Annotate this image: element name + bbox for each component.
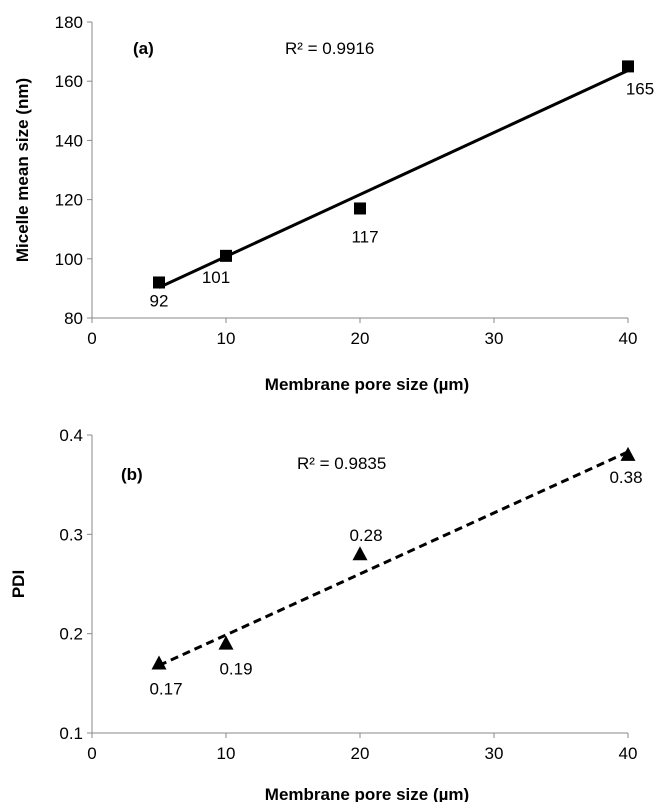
data-point-marker (218, 635, 234, 650)
data-point-marker (620, 446, 636, 461)
data-label: 165 (626, 79, 654, 98)
trendline (158, 69, 629, 289)
y-tick-label: 100 (55, 250, 83, 269)
y-tick-label: 140 (55, 131, 83, 150)
x-tick-label: 20 (351, 329, 370, 348)
x-tick-label: 40 (619, 744, 638, 763)
y-axis-title: PDI (9, 570, 28, 598)
y-tick-label: 0.2 (59, 625, 83, 644)
data-point-marker (622, 60, 634, 73)
data-point-marker (352, 546, 368, 561)
data-label: 0.28 (349, 526, 382, 545)
chart-a: 80 100 120 140 160 180 0 10 20 30 40 Membrane pore … (13, 13, 654, 394)
x-tick-label: 40 (619, 329, 638, 348)
panel-label: (b) (121, 465, 143, 484)
y-tick-label: 180 (55, 13, 83, 32)
r-squared-annotation: R² = 0.9916 (285, 39, 374, 58)
x-tick-label: 0 (87, 744, 96, 763)
data-point-marker (354, 202, 366, 215)
x-tick-label: 30 (485, 744, 504, 763)
x-axis-title: Membrane pore size (µm) (265, 375, 469, 394)
data-label: 117 (351, 227, 378, 246)
y-tick-label: 80 (64, 309, 83, 328)
panel-label: (a) (133, 39, 154, 58)
trendline (158, 450, 629, 667)
chart-b: 0.1 0.2 0.3 0.4 0 10 20 30 40 Membrane pore size … (9, 426, 643, 802)
data-label: 0.38 (609, 468, 642, 487)
data-label: 0.19 (219, 660, 252, 679)
data-point-marker (153, 276, 165, 289)
r-squared-annotation: R² = 0.9835 (297, 454, 386, 473)
x-tick-label: 20 (351, 744, 370, 763)
y-tick-label: 160 (55, 72, 83, 91)
y-axis-title: Micelle mean size (nm) (13, 78, 32, 262)
data-label: 92 (150, 291, 169, 310)
y-tick-label: 120 (55, 191, 83, 210)
y-tick-label: 0.1 (59, 724, 83, 743)
data-label: 101 (202, 268, 230, 287)
x-tick-label: 10 (217, 329, 236, 348)
x-axis-title: Membrane pore size (µm) (265, 785, 469, 802)
data-label: 0.17 (149, 679, 182, 698)
y-tick-label: 0.4 (59, 426, 83, 445)
data-point-marker (220, 249, 232, 262)
data-point-marker (151, 655, 167, 670)
x-tick-label: 0 (87, 329, 96, 348)
x-tick-label: 30 (485, 329, 504, 348)
x-tick-label: 10 (217, 744, 236, 763)
y-tick-label: 0.3 (59, 525, 83, 544)
